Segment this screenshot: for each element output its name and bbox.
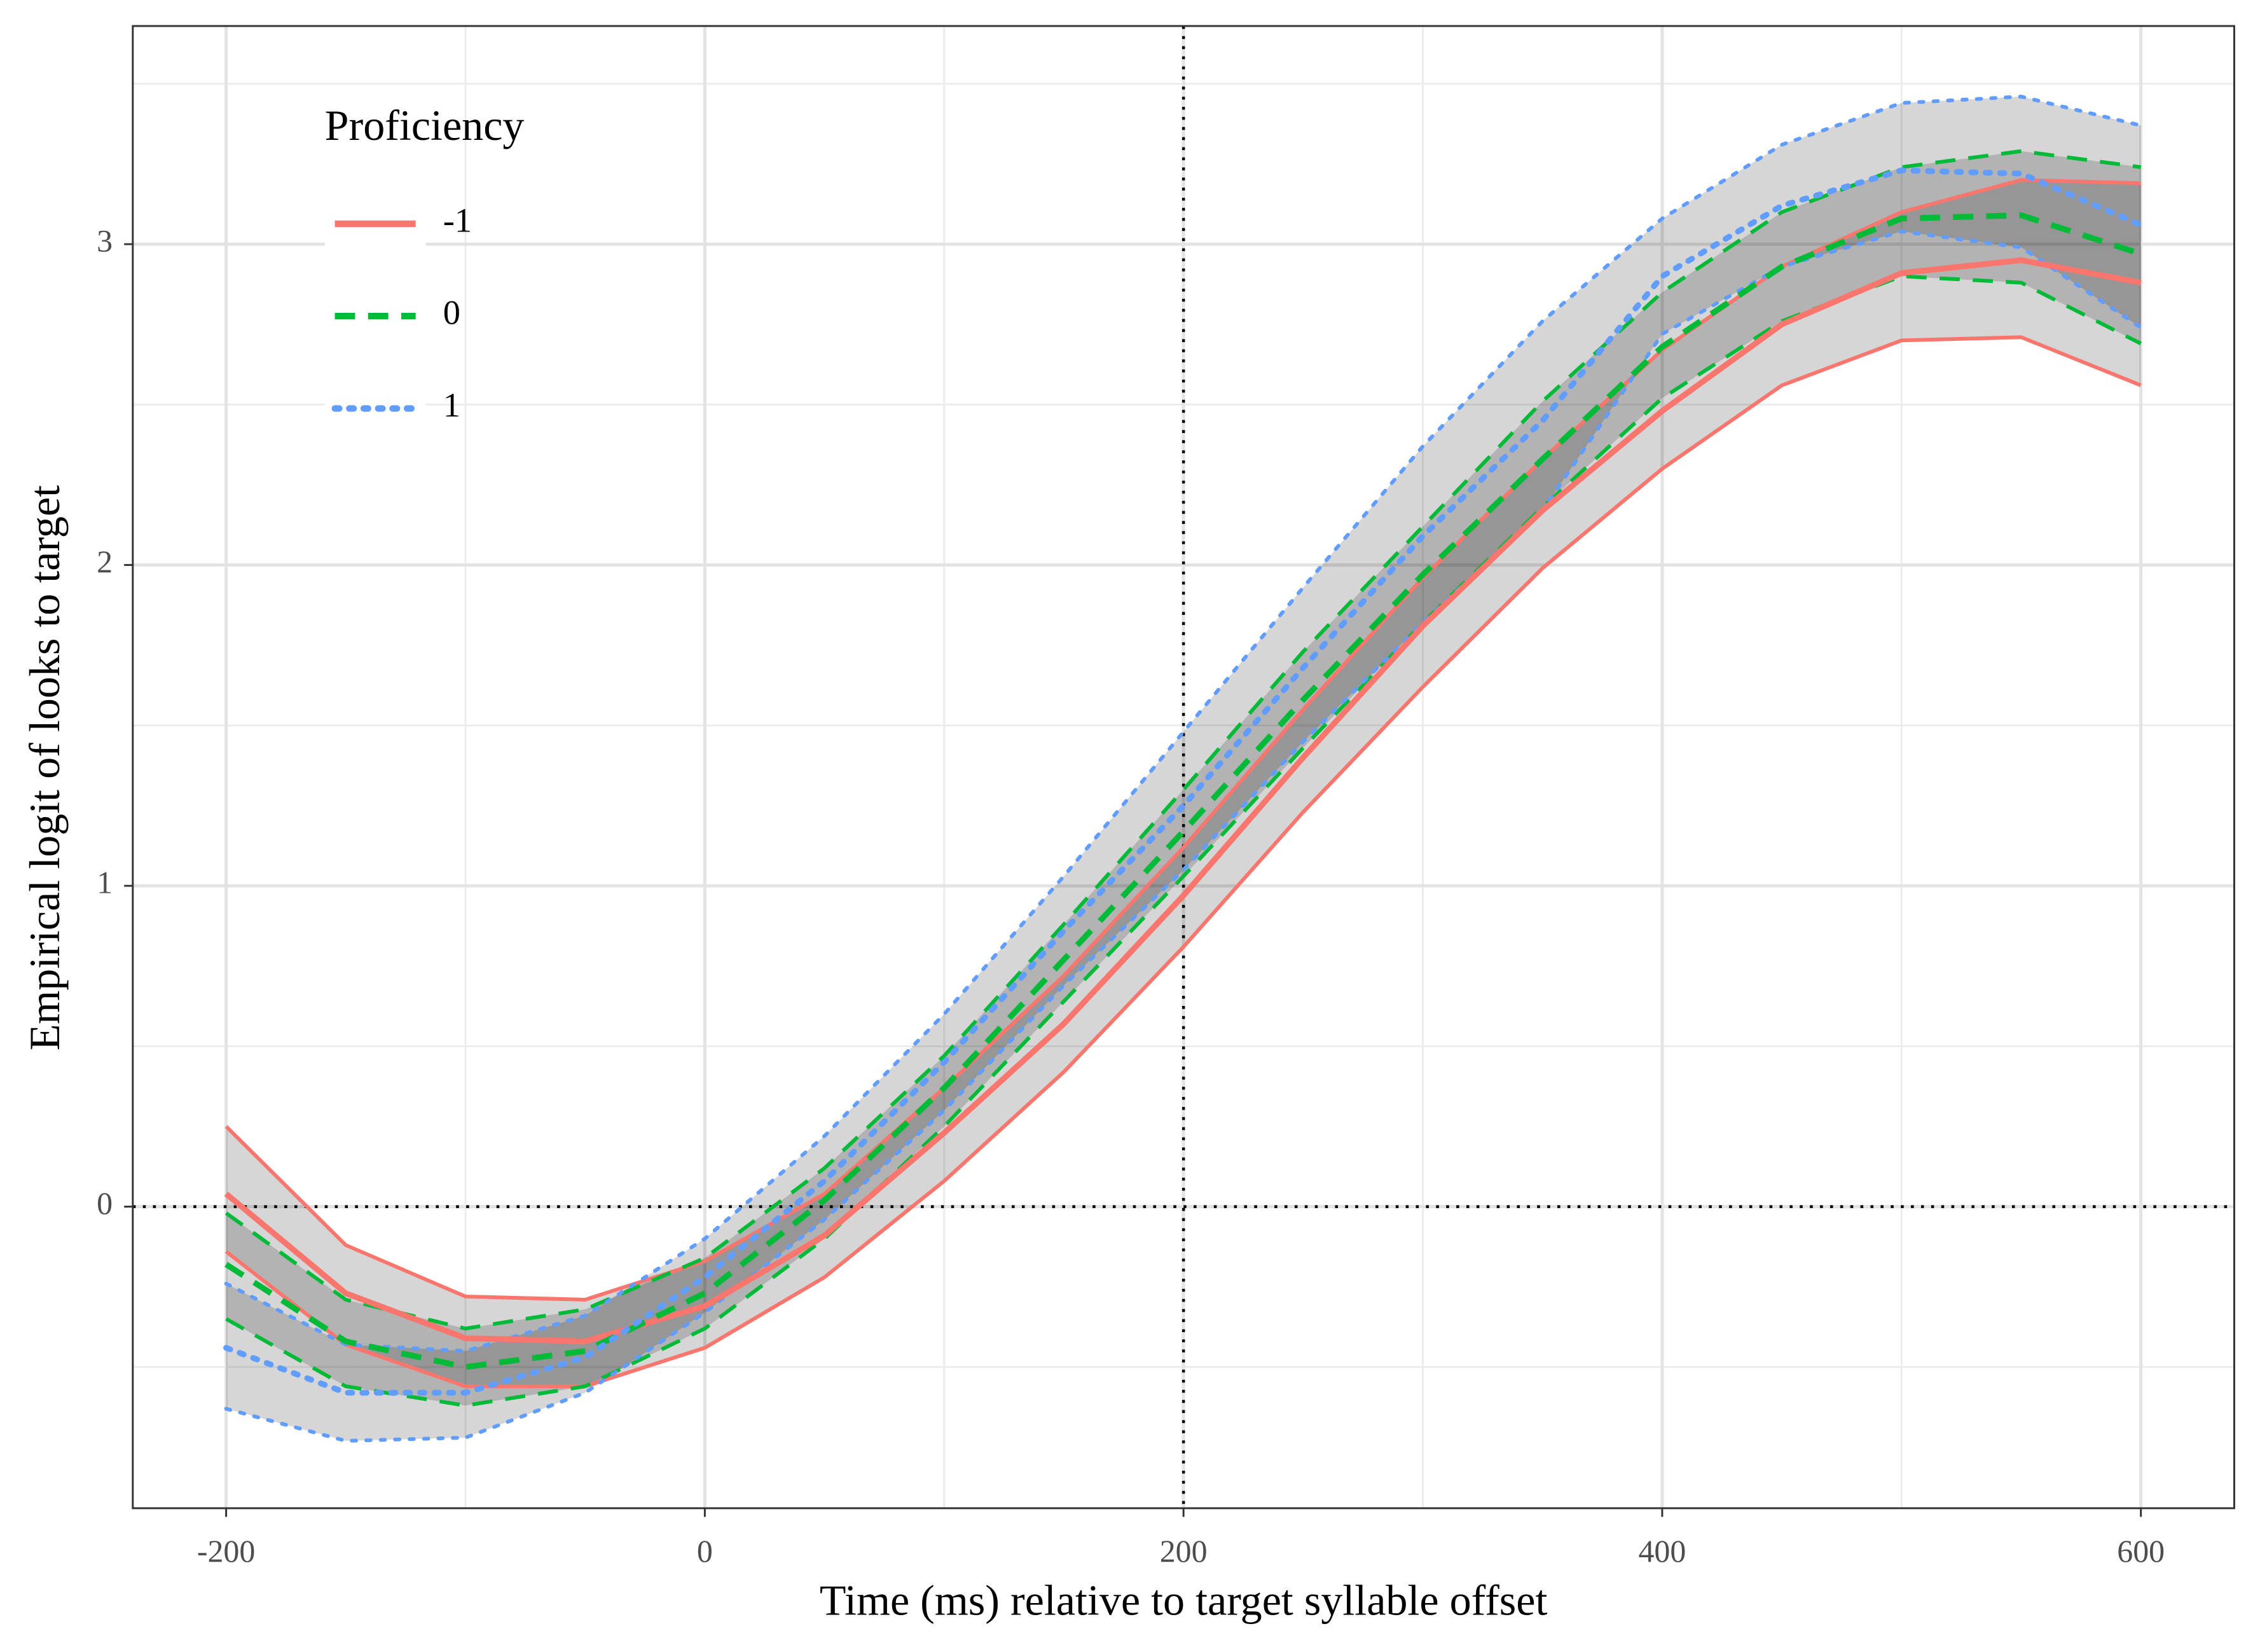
interval-line <box>224 335 2142 1389</box>
y-axis-title: Empirical logit of looks to target <box>20 485 69 1050</box>
x-tick-label: 400 <box>1638 1534 1686 1569</box>
x-tick-label: 200 <box>1160 1534 1208 1569</box>
confidence-ribbon <box>226 151 2141 1406</box>
y-tick-label: 1 <box>97 865 113 900</box>
legend-label: 1 <box>443 385 460 424</box>
x-tick-label: -200 <box>197 1534 256 1569</box>
legend-label: -1 <box>443 200 472 239</box>
y-tick-label: 2 <box>97 544 113 579</box>
x-axis-title: Time (ms) relative to target syllable of… <box>820 1576 1548 1625</box>
x-tick-label: 0 <box>697 1534 713 1569</box>
interval-line <box>224 178 2141 1302</box>
mean-line <box>224 257 2142 1345</box>
ribbons <box>226 96 2141 1441</box>
legend-label: 0 <box>443 293 460 332</box>
confidence-ribbon <box>226 96 2141 1441</box>
reference-lines <box>132 25 2235 1508</box>
x-tick-label: 600 <box>2117 1534 2165 1569</box>
mean-line <box>224 212 2142 1370</box>
interval-line <box>224 94 2143 1353</box>
interval-line <box>224 149 2142 1331</box>
lines <box>223 94 2144 1443</box>
legend-title: Proficiency <box>325 101 525 149</box>
interval-line <box>224 229 2143 1443</box>
axes: -200 0 200 400 600 0 1 2 3 <box>97 223 2165 1569</box>
y-tick-label: 3 <box>97 223 113 258</box>
mean-line <box>223 167 2144 1396</box>
legend: Proficiency -1 0 1 <box>324 101 525 449</box>
confidence-ribbon <box>226 180 2141 1387</box>
y-tick-label: 0 <box>97 1186 113 1221</box>
